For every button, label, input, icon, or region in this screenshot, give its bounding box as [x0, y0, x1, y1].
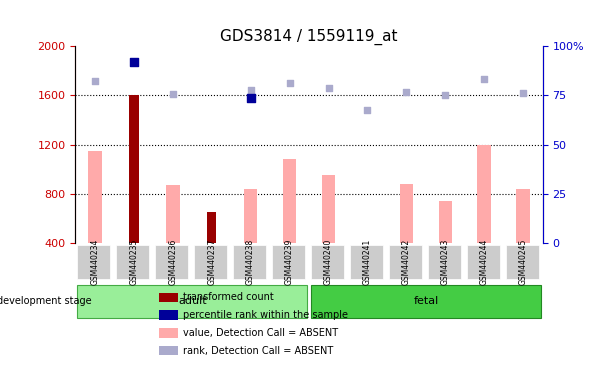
- Bar: [516, 189, 530, 243]
- Point: [285, 80, 294, 86]
- FancyBboxPatch shape: [272, 245, 305, 279]
- FancyBboxPatch shape: [194, 245, 227, 279]
- Text: GSM440240: GSM440240: [324, 239, 333, 285]
- Text: GSM440238: GSM440238: [246, 239, 255, 285]
- Point: [168, 91, 177, 97]
- Bar: [129, 95, 139, 243]
- Text: GSM440237: GSM440237: [207, 239, 216, 285]
- Bar: [159, 328, 178, 338]
- FancyBboxPatch shape: [77, 285, 307, 318]
- Text: GSM440239: GSM440239: [285, 239, 294, 285]
- Text: GSM440242: GSM440242: [402, 239, 411, 285]
- FancyBboxPatch shape: [428, 245, 461, 279]
- FancyBboxPatch shape: [77, 245, 110, 279]
- Bar: [166, 185, 180, 243]
- Bar: [321, 175, 335, 243]
- Point: [129, 59, 139, 65]
- Bar: [400, 184, 413, 243]
- Point: [246, 95, 256, 101]
- Text: GSM440244: GSM440244: [480, 239, 489, 285]
- Text: transformed count: transformed count: [183, 292, 274, 303]
- Point: [324, 85, 333, 91]
- Point: [90, 78, 99, 84]
- Text: adult: adult: [178, 296, 206, 306]
- Bar: [88, 151, 102, 243]
- Point: [402, 89, 411, 95]
- Text: development stage: development stage: [0, 296, 92, 306]
- Bar: [438, 201, 452, 243]
- Bar: [244, 189, 257, 243]
- FancyBboxPatch shape: [389, 245, 422, 279]
- Point: [246, 88, 256, 94]
- FancyBboxPatch shape: [155, 245, 188, 279]
- Text: GSM440234: GSM440234: [90, 239, 99, 285]
- FancyBboxPatch shape: [311, 245, 344, 279]
- FancyBboxPatch shape: [116, 245, 150, 279]
- Bar: [207, 212, 216, 243]
- Bar: [283, 159, 297, 243]
- Point: [519, 90, 528, 96]
- Text: rank, Detection Call = ABSENT: rank, Detection Call = ABSENT: [183, 346, 333, 356]
- FancyBboxPatch shape: [506, 245, 539, 279]
- Bar: [159, 293, 178, 302]
- Bar: [478, 145, 491, 243]
- Title: GDS3814 / 1559119_at: GDS3814 / 1559119_at: [220, 28, 398, 45]
- Text: GSM440241: GSM440241: [363, 239, 372, 285]
- Text: GSM440236: GSM440236: [168, 239, 177, 285]
- Point: [441, 92, 450, 98]
- Text: GSM440245: GSM440245: [519, 239, 528, 285]
- Point: [479, 76, 489, 83]
- Bar: [159, 310, 178, 320]
- Bar: [159, 346, 178, 355]
- Text: GSM440235: GSM440235: [129, 239, 138, 285]
- Point: [362, 107, 372, 113]
- FancyBboxPatch shape: [350, 245, 383, 279]
- Text: value, Detection Call = ABSENT: value, Detection Call = ABSENT: [183, 328, 338, 338]
- FancyBboxPatch shape: [467, 245, 500, 279]
- Text: GSM440243: GSM440243: [441, 239, 450, 285]
- Text: fetal: fetal: [413, 296, 438, 306]
- FancyBboxPatch shape: [311, 285, 541, 318]
- Text: percentile rank within the sample: percentile rank within the sample: [183, 310, 348, 320]
- FancyBboxPatch shape: [233, 245, 266, 279]
